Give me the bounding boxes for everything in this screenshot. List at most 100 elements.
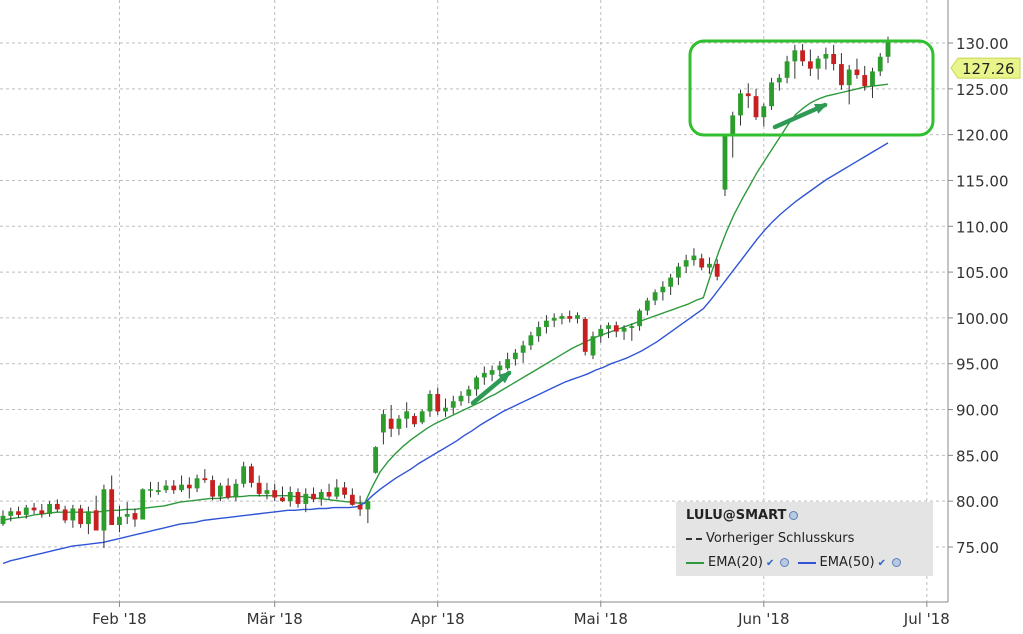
- candle-body: [326, 492, 332, 497]
- legend-item-prev-close[interactable]: Vorheriger Schlusskurs: [686, 531, 854, 546]
- candle-body: [590, 336, 596, 356]
- candle-body: [217, 485, 223, 497]
- candle-body: [0, 515, 6, 525]
- x-tick-label: Mär '18: [247, 610, 303, 628]
- candle-body: [342, 487, 347, 495]
- x-tick-label: Mai '18: [574, 610, 628, 628]
- y-tick-label: 75.00: [956, 539, 999, 557]
- candle-body: [264, 490, 270, 494]
- candle-body: [427, 393, 433, 412]
- candle-body: [194, 478, 200, 489]
- highlight-box: [688, 39, 935, 137]
- y-tick-label: 125.00: [956, 81, 1009, 99]
- candle-body: [769, 82, 774, 107]
- candle-body: [70, 508, 76, 521]
- candle-body: [16, 511, 21, 515]
- y-tick-label: 115.00: [956, 172, 1009, 190]
- candle-body: [272, 490, 278, 498]
- candle-body: [349, 494, 355, 505]
- candle-body: [613, 325, 619, 332]
- candle-body: [800, 50, 806, 62]
- candle-body: [85, 511, 91, 525]
- candle-body: [629, 326, 635, 328]
- candle-body: [148, 489, 153, 491]
- candle-body: [877, 56, 883, 72]
- candle-body: [730, 115, 736, 137]
- candle-body: [450, 401, 456, 408]
- candle-body: [784, 61, 790, 78]
- candle-body: [575, 315, 580, 319]
- candle-body: [210, 480, 216, 497]
- y-tick-label: 90.00: [956, 402, 999, 420]
- dashed-line-icon: [686, 537, 702, 540]
- candle-body: [870, 71, 875, 87]
- candle-body: [831, 53, 837, 65]
- candle-body: [637, 310, 642, 327]
- y-tick-label: 95.00: [956, 356, 999, 374]
- candle-body: [683, 260, 689, 267]
- candle-body: [862, 75, 868, 87]
- candle-body: [8, 511, 14, 516]
- candle-body: [365, 501, 371, 510]
- candle-body: [373, 447, 379, 473]
- legend-item-ema[interactable]: EMA(20) ✔ EMA(50) ✔: [686, 555, 901, 570]
- candle-body: [559, 316, 565, 319]
- check-icon[interactable]: ✔: [877, 558, 886, 569]
- candle-body: [435, 393, 441, 412]
- legend[interactable]: LULU@SMART Vorheriger Schlusskurs EMA(20…: [676, 502, 933, 576]
- candle-body: [163, 485, 169, 491]
- candle-body: [738, 93, 743, 116]
- candle-body: [249, 466, 254, 483]
- check-icon[interactable]: ✔: [766, 558, 775, 569]
- candle-body: [23, 507, 29, 515]
- candle-body: [132, 513, 138, 520]
- candle-body: [186, 484, 192, 489]
- candle-body: [241, 466, 247, 484]
- candle-body: [303, 493, 309, 504]
- candle-body: [707, 263, 712, 268]
- y-tick-label: 100.00: [956, 310, 1009, 328]
- y-tick-label: 110.00: [956, 218, 1009, 236]
- candle-body: [54, 503, 60, 510]
- candle-body: [621, 327, 627, 332]
- candle-body: [489, 370, 495, 375]
- settings-icon[interactable]: [789, 511, 799, 520]
- ema20-line-icon: [686, 561, 704, 564]
- candle-body: [714, 263, 720, 277]
- y-tick-label: 130.00: [956, 35, 1009, 53]
- candle-body: [311, 493, 316, 500]
- candle-body: [280, 497, 285, 502]
- candle-body: [109, 489, 115, 526]
- candle-body: [807, 61, 813, 69]
- candle-body: [567, 316, 573, 319]
- candle-body: [202, 478, 208, 481]
- candle-body: [62, 509, 68, 521]
- candle-body: [419, 411, 425, 423]
- candle-body: [380, 414, 386, 433]
- legend-label: EMA(50): [819, 555, 875, 570]
- trend-arrow-1-head: [498, 371, 512, 384]
- series-line-ema50: [2, 142, 889, 565]
- settings-icon[interactable]: [780, 558, 790, 567]
- candle-body: [295, 492, 301, 504]
- ema50-line-icon: [797, 561, 816, 564]
- candle-body: [140, 489, 146, 520]
- candle-body: [544, 320, 549, 328]
- settings-icon[interactable]: [891, 558, 901, 567]
- candle-body: [722, 136, 728, 190]
- candle-body: [117, 516, 122, 526]
- candle-body: [404, 411, 410, 419]
- candle-body: [854, 69, 860, 76]
- candle-body: [598, 328, 604, 337]
- y-tick-label: 80.00: [956, 493, 999, 511]
- candle-body: [171, 485, 177, 491]
- candle-body: [660, 286, 666, 293]
- candle-body: [753, 96, 759, 118]
- x-tick-label: Jul '18: [903, 610, 950, 628]
- candle-body: [396, 418, 402, 429]
- candle-body: [233, 483, 239, 498]
- candle-body: [839, 64, 844, 86]
- candle-body: [287, 492, 293, 502]
- candle-body: [652, 292, 658, 301]
